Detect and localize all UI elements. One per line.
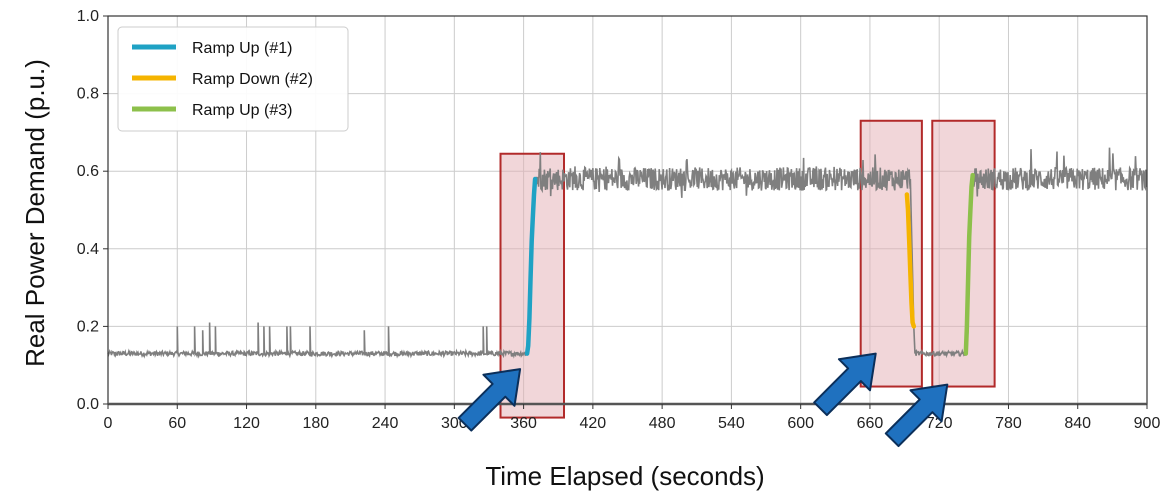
series-line-1 (524, 176, 538, 356)
background-signal-segment-4 (973, 147, 1148, 197)
x-tick-label: 120 (233, 415, 260, 432)
legend-label-3: Ramp Up (#3) (192, 102, 292, 119)
x-tick-label: 840 (1064, 415, 1091, 432)
x-tick-label: 420 (580, 415, 607, 432)
legend: Ramp Up (#1) Ramp Down (#2) Ramp Up (#3) (117, 26, 349, 132)
annotation-arrow-layer (457, 352, 949, 448)
x-tick-label: 240 (372, 415, 399, 432)
x-axis-title: Time Elapsed (seconds) (485, 461, 764, 491)
axes-layer (107, 15, 1148, 406)
series-line-3 (963, 172, 975, 356)
x-tick-label: 0 (104, 415, 113, 432)
series-line-2 (904, 192, 917, 329)
annotation-arrow-1 (457, 368, 522, 432)
series-layer (107, 147, 1148, 359)
x-tick-label: 660 (857, 415, 884, 432)
x-tick-label: 600 (787, 415, 814, 432)
background-connector (913, 326, 916, 354)
background-signal-segment-3 (914, 348, 968, 359)
y-tick-label: 0.6 (77, 163, 99, 180)
highlight-box-3 (931, 119, 996, 388)
x-tick-label: 60 (168, 415, 186, 432)
y-tick-label: 0.2 (77, 318, 99, 335)
x-tick-label: 180 (302, 415, 329, 432)
x-tick-label: 720 (926, 415, 953, 432)
y-axis-title: Real Power Demand (p.u.) (20, 59, 50, 367)
legend-label-1: Ramp Up (#1) (192, 40, 292, 57)
y-tick-label: 0.8 (77, 86, 99, 103)
y-tick-label: 1.0 (77, 8, 99, 25)
highlight-box-2 (859, 119, 923, 388)
x-tick-label: 780 (995, 415, 1022, 432)
legend-box (117, 26, 349, 132)
x-tick-label: 480 (649, 415, 676, 432)
y-tick-label: 0.4 (77, 241, 99, 258)
tick-label-layer: 0 60 120 180 240 300 360 420 480 540 600 660 720 780 8… (77, 8, 1161, 432)
x-tick-label: 540 (718, 415, 745, 432)
x-tick-label: 900 (1134, 415, 1161, 432)
background-signal-segment-2 (535, 152, 912, 198)
annotation-arrow-3 (884, 383, 949, 448)
legend-label-2: Ramp Down (#2) (192, 71, 313, 88)
y-tick-label: 0.0 (77, 396, 99, 413)
annotation-arrow-2 (813, 352, 877, 417)
background-signal-segment-1 (107, 322, 527, 359)
x-tick-label: 360 (510, 415, 537, 432)
